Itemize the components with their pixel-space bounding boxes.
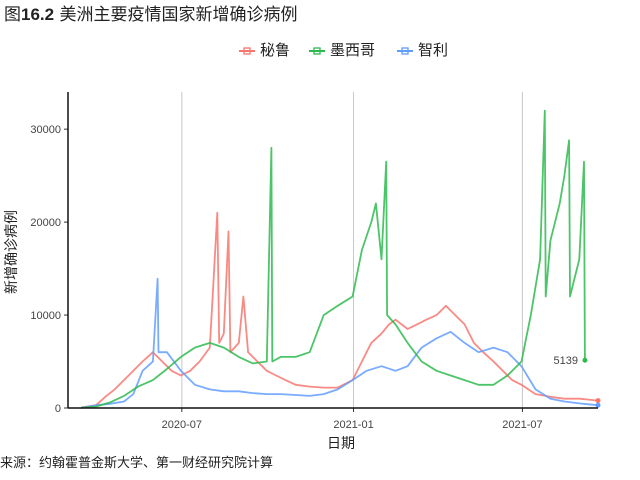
legend-item-1: 墨西哥: [308, 40, 375, 60]
series-layer: [80, 109, 601, 409]
grid-layer: [181, 92, 523, 408]
series-end-point-2: [595, 402, 601, 408]
x-tick-label: 2021-01: [333, 419, 373, 431]
annotation-label: 5139: [554, 355, 578, 367]
source-note: 来源：约翰霍普金斯大学、第一财经研究院计算: [0, 456, 274, 471]
legend-label: 墨西哥: [330, 41, 376, 59]
series-end-point-1: [582, 357, 588, 363]
y-tick-label: 20000: [30, 217, 61, 229]
x-tick-label: 2020-07: [162, 419, 202, 431]
legend-item-2: 智利: [396, 40, 448, 60]
series-line-1: [81, 109, 586, 409]
y-tick-label: 10000: [30, 310, 61, 322]
series-line-2: [80, 277, 599, 409]
legend-key-icon: [239, 46, 255, 55]
y-axis-label: 新增确诊病例: [4, 210, 20, 294]
figure-title-number: 16.2: [21, 5, 55, 24]
axes-layer: 2020-07 2021-01 2021-07 0 10000 20000 30000: [30, 92, 598, 431]
chart-legend: 秘鲁 墨西哥 智利: [0, 40, 640, 64]
series-line-0: [80, 211, 599, 409]
y-tick-label: 0: [55, 403, 61, 415]
series-end-point-0: [595, 398, 601, 404]
figure-title-prefix: 图: [4, 5, 21, 25]
legend-item-0: 秘鲁: [238, 40, 290, 60]
legend-label: 秘鲁: [260, 41, 291, 59]
legend-key-icon: [309, 46, 325, 55]
legend-label: 智利: [418, 41, 449, 59]
x-axis-label: 日期: [327, 436, 355, 452]
y-tick-label: 30000: [30, 124, 61, 136]
figure-title: 图16.2 美洲主要疫情国家新增确诊病例: [4, 4, 298, 26]
legend-key-icon: [397, 46, 413, 55]
x-tick-label: 2021-07: [502, 419, 542, 431]
figure-title-text: 美洲主要疫情国家新增确诊病例: [54, 5, 298, 25]
